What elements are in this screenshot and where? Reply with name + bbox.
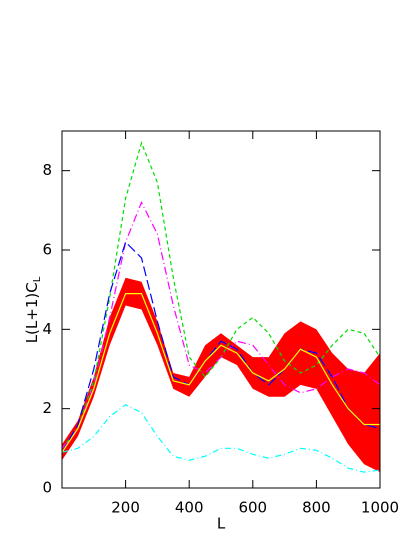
series-line	[62, 293, 380, 453]
x-axis-label: L	[217, 515, 226, 533]
series-line	[62, 403, 380, 473]
y-tick-label: 8	[42, 161, 52, 179]
x-tick-label: 400	[175, 499, 204, 517]
y-tick-label: 2	[42, 399, 52, 417]
y-axis-label-subscript: L	[32, 276, 43, 282]
x-tick-label: 600	[238, 499, 267, 517]
y-axis-label: L(L+1)CL	[23, 276, 44, 343]
series-line	[62, 240, 380, 453]
x-tick-label: 800	[302, 499, 331, 517]
error-band	[62, 277, 380, 473]
y-tick-label: 4	[42, 320, 52, 338]
y-tick-label: 0	[42, 479, 52, 497]
y-axis-label-main: L(L+1)C	[23, 282, 41, 343]
x-tick-label: 200	[111, 499, 140, 517]
series-line	[62, 200, 380, 449]
plot-frame	[61, 130, 381, 489]
x-tick-label: 1000	[361, 499, 399, 517]
y-tick-label: 6	[42, 241, 52, 259]
